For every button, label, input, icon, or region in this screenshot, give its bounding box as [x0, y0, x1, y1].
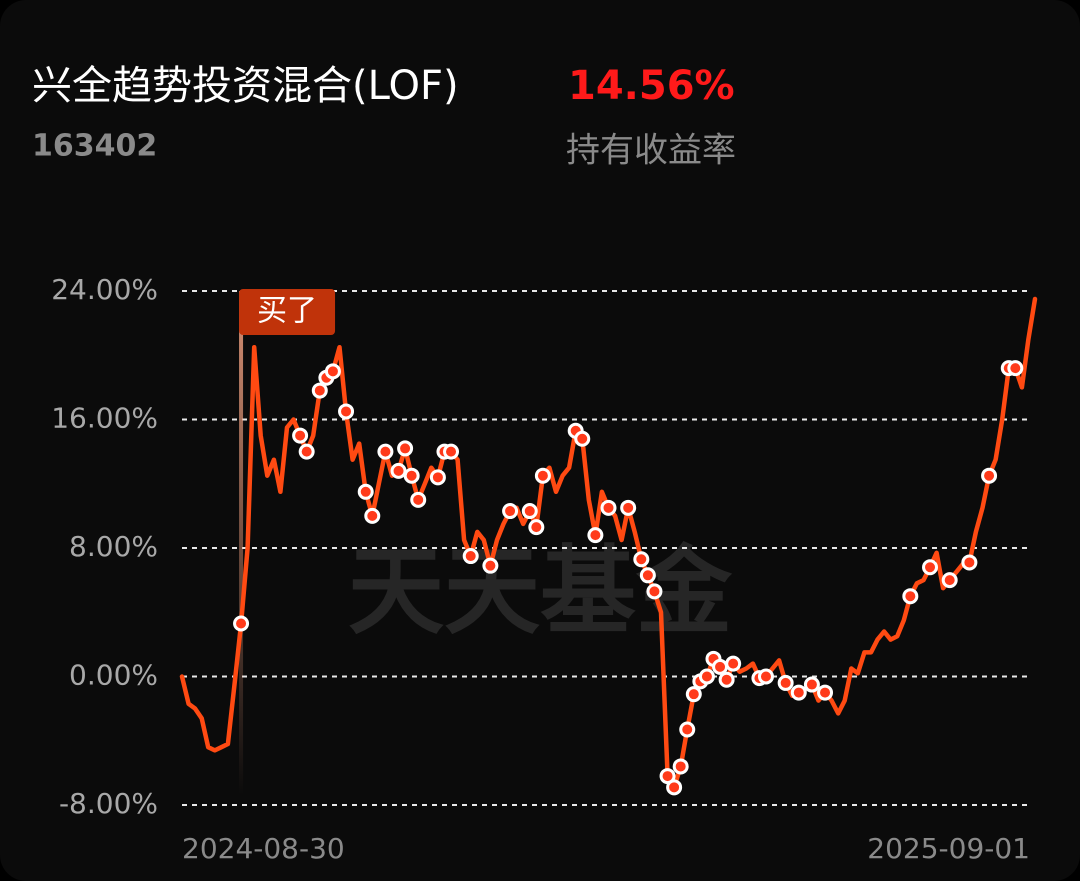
trade-dot — [502, 503, 519, 520]
buy-label: 买了 — [257, 294, 317, 329]
trade-dot — [311, 382, 328, 399]
trade-dot — [534, 467, 551, 484]
trade-dot — [600, 499, 617, 516]
trade-dot — [233, 615, 250, 632]
trade-dot — [639, 567, 656, 584]
trade-dot — [482, 557, 499, 574]
trade-dot — [922, 559, 939, 576]
return-label: 持有收益率 — [566, 131, 736, 171]
trade-dot — [981, 467, 998, 484]
trade-dot — [403, 467, 420, 484]
buy-badge — [239, 289, 336, 335]
trade-dot — [462, 548, 479, 565]
trade-dot — [803, 676, 820, 693]
trade-dot — [338, 403, 355, 420]
trade-dot — [377, 443, 394, 460]
trade-dot — [574, 430, 591, 447]
trade-dot — [679, 721, 696, 738]
trade-dot — [528, 519, 545, 536]
y-tick-label: 0.00% — [69, 659, 158, 692]
trade-dot — [790, 684, 807, 701]
y-tick-label: 24.00% — [51, 273, 158, 306]
trade-dot — [817, 684, 834, 701]
trade-dot — [633, 551, 650, 568]
trade-dot — [443, 443, 460, 460]
trade-dot — [324, 363, 341, 380]
return-value: 14.56% — [568, 63, 735, 109]
y-tick-label: -8.00% — [59, 787, 158, 820]
trade-dot — [292, 427, 309, 444]
trade-dot — [357, 483, 374, 500]
watermark: 天天基金 — [348, 535, 733, 647]
trade-dot — [646, 583, 663, 600]
trade-dot — [718, 671, 735, 688]
trade-dot — [397, 440, 414, 457]
x-tick-label: 2024-08-30 — [182, 832, 345, 865]
buy-line — [239, 291, 244, 795]
trade-dot — [685, 686, 702, 703]
trade-dot — [712, 658, 729, 675]
trade-dot — [698, 668, 715, 685]
trade-dot — [777, 674, 794, 691]
fund-title: 兴全趋势投资混合(LOF) — [32, 63, 459, 109]
trade-dot — [410, 491, 427, 508]
trade-dot — [902, 588, 919, 605]
trade-dot — [620, 499, 637, 516]
trade-dot — [961, 554, 978, 571]
trade-dot — [390, 462, 407, 479]
y-tick-label: 16.00% — [51, 402, 158, 435]
trade-dot — [429, 469, 446, 486]
trade-dot — [672, 758, 689, 775]
trade-dot — [666, 779, 683, 796]
trade-dot — [757, 668, 774, 685]
x-tick-label: 2025-09-01 — [867, 832, 1030, 865]
trade-dot — [941, 572, 958, 589]
fund-code: 163402 — [32, 129, 157, 164]
trade-dot — [725, 655, 742, 672]
trade-dot — [587, 527, 604, 544]
trade-dot — [364, 507, 381, 524]
trade-dot — [1007, 360, 1024, 377]
trade-dot — [659, 768, 676, 785]
trade-dot — [298, 443, 315, 460]
trade-dot — [521, 503, 538, 520]
y-tick-label: 8.00% — [69, 530, 158, 563]
